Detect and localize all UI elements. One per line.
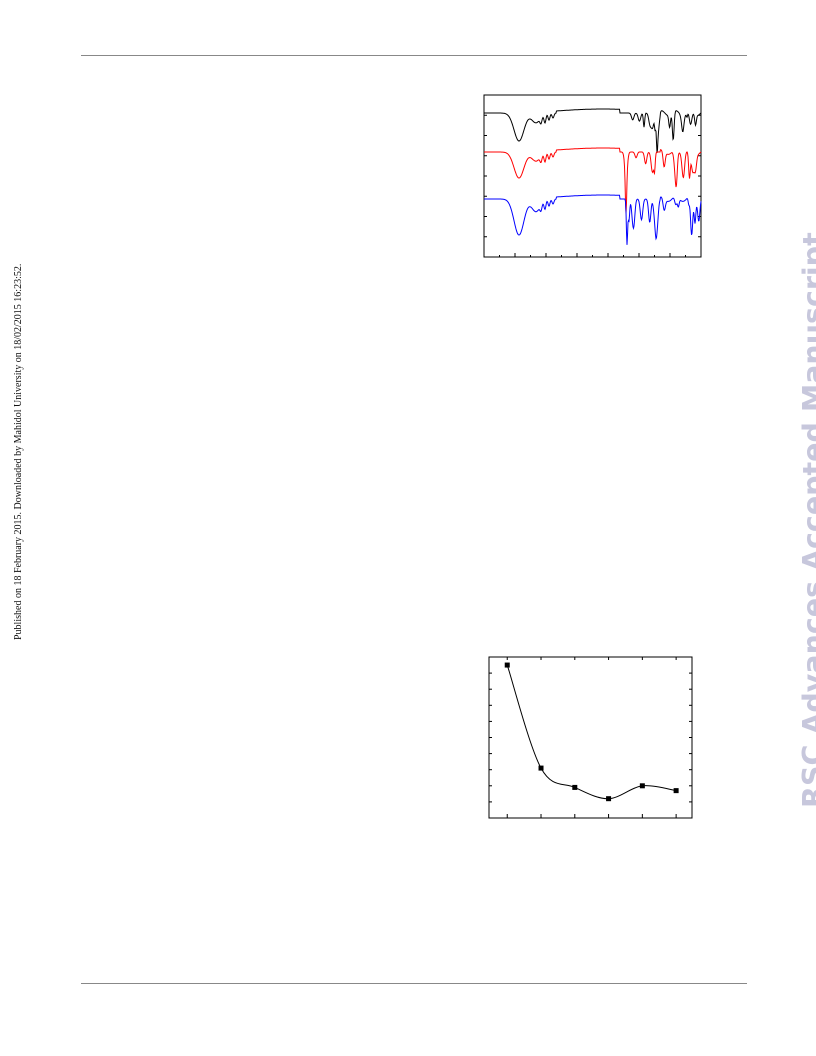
data-point — [639, 783, 645, 789]
ir-series-group — [484, 108, 702, 245]
footer-rule — [81, 983, 747, 984]
fit-curve — [506, 664, 677, 800]
scatter-axis-ticks — [489, 656, 692, 819]
header-rule — [81, 55, 747, 56]
ir-series-line — [484, 194, 702, 245]
data-point — [504, 662, 510, 668]
ir-x-ticks — [483, 114, 702, 257]
data-point — [572, 784, 578, 790]
scatter-plot-frame — [488, 656, 693, 819]
data-point — [538, 765, 544, 771]
ir-series-line — [484, 108, 702, 153]
data-point — [673, 788, 679, 794]
data-point — [606, 796, 612, 802]
ir-series-line — [484, 147, 702, 214]
data-points-group — [504, 662, 679, 802]
